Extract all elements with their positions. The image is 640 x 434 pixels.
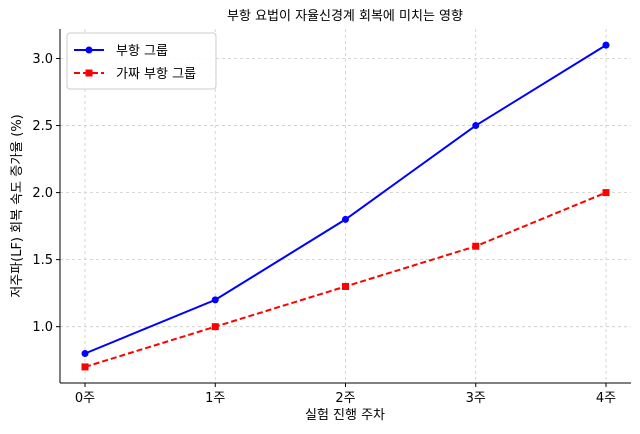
data-point-2 [472, 242, 480, 250]
y-tick-label: 1.0 [32, 320, 53, 335]
data-point-2 [211, 323, 219, 331]
chart-title: 부항 요법이 자율신경계 회복에 미치는 영향 [227, 9, 463, 24]
y-tick-label: 2.5 [32, 119, 53, 134]
legend-marker-2 [85, 69, 93, 77]
x-tick-label: 2주 [335, 391, 355, 406]
legend-marker-1 [85, 46, 93, 54]
x-tick-label: 3주 [466, 391, 486, 406]
y-tick-label: 3.0 [32, 52, 53, 67]
data-point-2 [342, 282, 349, 290]
y-tick-label: 1.5 [32, 253, 53, 268]
legend-item-1: 부항 그룹 [74, 44, 168, 59]
y-tick-label: 2.0 [32, 186, 53, 201]
x-tick-label: 0주 [75, 391, 95, 406]
data-point-1 [472, 122, 480, 130]
x-axis-title: 실험 진행 주차 [305, 407, 385, 423]
ticks: 0주 1주 2주 3주 4주 1.0 1.5 2.0 2.5 3.0 [32, 52, 616, 406]
legend-item-2: 가짜 부항 그룹 [74, 67, 196, 82]
data-point-1 [342, 215, 349, 223]
y-axis-title: 저주파(LF) 회복 속도 증가율 (%) [10, 114, 25, 298]
data-point-1 [81, 350, 89, 357]
data-point-1 [602, 41, 610, 49]
series [81, 41, 610, 371]
legend: 부항 그룹 가짜 부항 그룹 [66, 32, 217, 90]
data-point-1 [211, 296, 219, 304]
legend-label-1: 부항 그룹 [116, 44, 168, 59]
x-tick-label: 4주 [596, 391, 616, 406]
data-point-2 [81, 363, 89, 371]
data-point-2 [602, 189, 610, 197]
legend-label-2: 가짜 부항 그룹 [116, 67, 196, 82]
x-tick-label: 1주 [205, 391, 225, 406]
legend-frame [66, 32, 217, 90]
